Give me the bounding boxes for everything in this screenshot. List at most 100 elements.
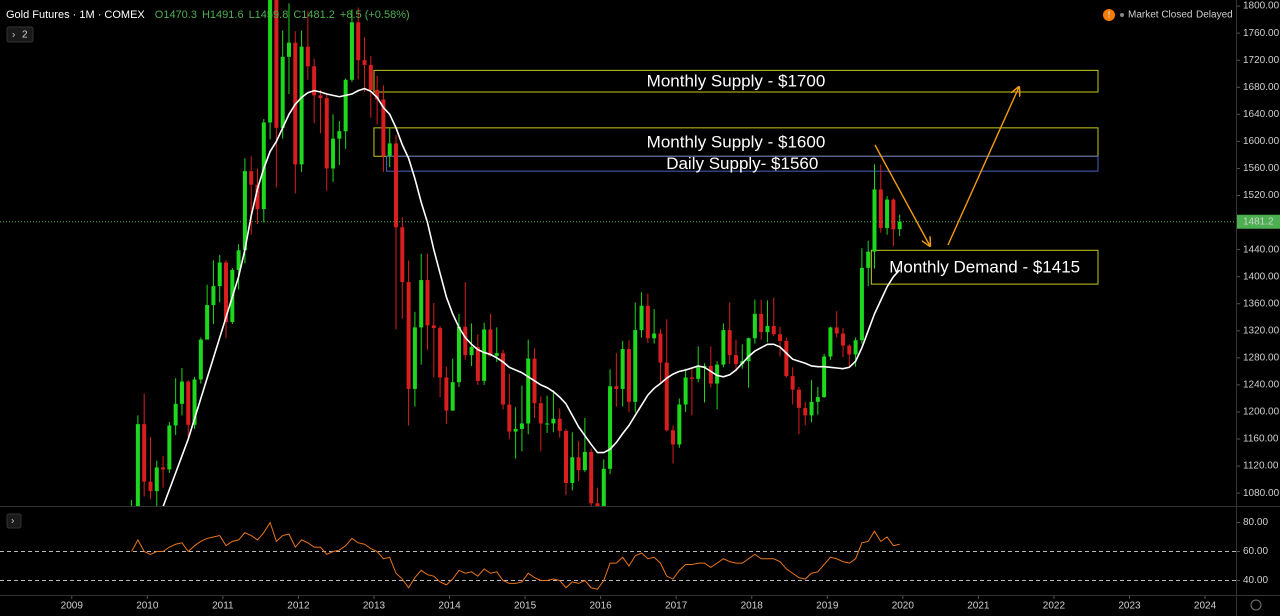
candle-body xyxy=(601,468,606,506)
candle-body xyxy=(595,503,600,506)
candle-body xyxy=(469,347,474,356)
y-tick-label: 1320.00 xyxy=(1243,325,1280,336)
x-tick-label: 2011 xyxy=(212,601,234,612)
y-tick-label: 1120.00 xyxy=(1243,461,1279,472)
x-tick-label: 2021 xyxy=(967,601,990,612)
settings-icon[interactable] xyxy=(1250,599,1262,611)
candle-body xyxy=(318,95,323,99)
y-tick-label: 1240.00 xyxy=(1243,380,1280,391)
x-tick-label: 2018 xyxy=(741,601,764,612)
candle-body xyxy=(822,356,827,398)
candle-body xyxy=(280,56,285,128)
candle-body xyxy=(425,280,430,326)
candle-body xyxy=(671,430,676,445)
x-tick-label: 2015 xyxy=(514,601,537,612)
candle-body xyxy=(494,353,499,356)
candle-body xyxy=(501,353,506,405)
candle-body xyxy=(179,381,184,404)
y-tick-label: 1600.00 xyxy=(1243,136,1280,147)
candle-body xyxy=(161,467,166,470)
y-tick-label: 1080.00 xyxy=(1243,488,1280,499)
candle-body xyxy=(186,381,191,425)
candle-body xyxy=(349,22,354,80)
candle-body xyxy=(570,457,575,483)
status-icon-mark: ! xyxy=(1108,9,1111,19)
candle-body xyxy=(261,122,266,210)
candle-body xyxy=(803,407,808,416)
y-tick-label: 1160.00 xyxy=(1243,434,1279,445)
candle-body xyxy=(897,221,902,230)
rsi-line xyxy=(131,521,900,590)
candle-body xyxy=(343,79,348,132)
candle-body xyxy=(450,382,455,411)
candle-body xyxy=(438,328,443,378)
candle-body xyxy=(211,286,216,306)
candle-body xyxy=(419,280,424,328)
y-tick-label: 1720.00 xyxy=(1243,55,1280,66)
candle-body xyxy=(519,423,524,429)
candle-body xyxy=(173,403,178,426)
rsi-pane xyxy=(0,521,1236,590)
candle-body xyxy=(551,418,556,424)
candle-body xyxy=(249,171,254,185)
candle-body xyxy=(834,327,839,334)
rsi-toggle[interactable] xyxy=(6,513,22,529)
zone-box xyxy=(386,155,1099,172)
y-tick-label: 1560.00 xyxy=(1243,163,1280,174)
price-pane: Monthly Supply - $1700 Monthly Supply - $… xyxy=(0,0,1236,506)
candle-body xyxy=(217,262,222,287)
candle-body xyxy=(689,377,694,379)
candle-body xyxy=(796,389,801,408)
candle-body xyxy=(475,347,480,381)
candle-body xyxy=(841,333,846,346)
candle-body xyxy=(456,326,461,383)
candle-body xyxy=(608,386,613,469)
x-tick-label: 2016 xyxy=(589,601,612,612)
candle-body xyxy=(331,138,336,169)
y-tick-label: 60.00 xyxy=(1243,546,1268,557)
candle-body xyxy=(859,267,864,341)
candle-body xyxy=(274,0,279,128)
indicator-toggle[interactable] xyxy=(6,26,34,43)
candle-body xyxy=(198,339,203,380)
candle-body xyxy=(658,333,663,363)
x-tick-label: 2022 xyxy=(1043,601,1066,612)
x-tick-label: 2013 xyxy=(363,601,386,612)
candle-body xyxy=(444,377,449,411)
candle-body xyxy=(677,404,682,445)
candle-body xyxy=(488,329,493,356)
y-tick-label: 1360.00 xyxy=(1243,298,1280,309)
candle-body xyxy=(538,403,543,424)
header: Gold Futures · 1M · COMEX O1470.3 H1491.6 L… xyxy=(6,9,410,21)
candle-body xyxy=(563,430,568,483)
candle-body xyxy=(878,189,883,228)
delayed-flag: Delayed xyxy=(1196,10,1233,21)
rsi-chevron: › xyxy=(11,516,14,527)
candle-body xyxy=(513,428,518,432)
last-price-box xyxy=(1236,214,1280,229)
moving-average xyxy=(162,87,901,506)
candle-body xyxy=(356,22,361,61)
candle-body xyxy=(148,481,153,492)
candle-body xyxy=(664,362,669,431)
y-tick-label: 80.00 xyxy=(1243,517,1268,528)
y-tick-label: 1200.00 xyxy=(1243,407,1280,418)
candle-body xyxy=(305,46,310,67)
candle-body xyxy=(167,425,172,470)
candle-body xyxy=(576,457,581,471)
candle-body xyxy=(891,199,896,230)
x-tick-label: 2014 xyxy=(438,601,461,612)
symbol-title: Gold Futures · 1M · COMEX xyxy=(6,9,145,21)
candle-body xyxy=(702,365,707,367)
zone-label: Daily Supply- $1560 xyxy=(666,154,818,173)
candle-body xyxy=(828,327,833,357)
candle-body xyxy=(387,143,392,156)
candle-body xyxy=(507,404,512,432)
zone-label: Monthly Demand - $1415 xyxy=(889,258,1080,277)
zone-label: Monthly Supply - $1700 xyxy=(647,72,826,91)
candle-body xyxy=(683,377,688,405)
x-tick-label: 2017 xyxy=(665,601,688,612)
x-tick-label: 2012 xyxy=(287,601,310,612)
candle-body xyxy=(337,131,342,139)
candle-body xyxy=(557,418,562,431)
